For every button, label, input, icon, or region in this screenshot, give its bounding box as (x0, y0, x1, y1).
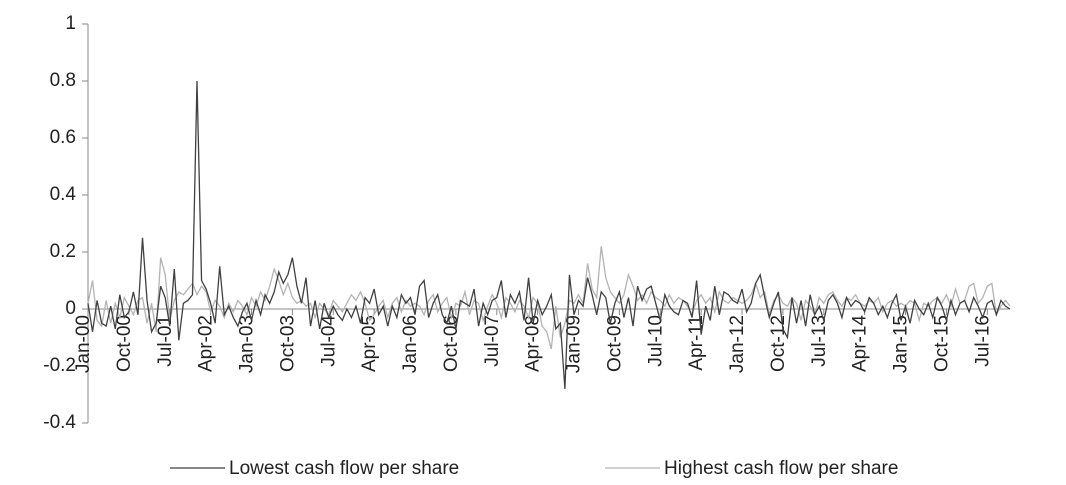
x-tick-label: Oct-06 (441, 315, 462, 372)
x-tick-label: Oct-09 (604, 315, 625, 372)
y-tick-label: 1 (65, 13, 76, 34)
x-tick-label: Oct-03 (277, 315, 298, 372)
y-tick-label: 0.2 (50, 241, 76, 262)
y-tick-label: 0.8 (50, 70, 76, 91)
x-tick-label: Jan-15 (891, 315, 912, 373)
x-tick-label: Jan-00 (73, 315, 94, 373)
x-tick-label: Jul-07 (482, 315, 503, 367)
y-tick-label: -0.4 (43, 412, 76, 433)
legend-label: Lowest cash flow per share (229, 458, 459, 479)
x-tick-label: Apr-14 (850, 315, 871, 372)
x-tick-label: Apr-02 (196, 315, 217, 372)
x-tick-label: Oct-00 (114, 315, 135, 372)
y-tick-label: 0 (65, 298, 76, 319)
legend-label: Highest cash flow per share (664, 458, 898, 479)
x-tick-label: Jul-10 (645, 315, 666, 367)
x-tick-label: Jan-12 (727, 315, 748, 373)
x-tick-label: Apr-05 (359, 315, 380, 372)
x-tick-label: Apr-11 (686, 315, 707, 371)
x-tick-label: Jul-04 (318, 315, 339, 367)
x-tick-label: Jan-03 (237, 315, 258, 373)
x-tick-label: Jan-06 (400, 315, 421, 373)
x-tick-label: Oct-12 (768, 315, 789, 372)
x-tick-label: Oct-15 (931, 315, 952, 372)
y-tick-label: 0.6 (50, 127, 76, 148)
x-tick-label: Apr-08 (523, 315, 544, 372)
y-tick-label: 0.4 (50, 184, 77, 205)
x-tick-label: Jul-01 (155, 315, 176, 367)
series-line (87, 246, 1011, 350)
y-tick-label: -0.2 (43, 355, 76, 376)
x-tick-label: Jul-16 (972, 315, 993, 367)
x-tick-label: Jul-13 (809, 315, 830, 367)
series-line (87, 80, 1011, 389)
x-tick-label: Jan-09 (564, 315, 585, 373)
